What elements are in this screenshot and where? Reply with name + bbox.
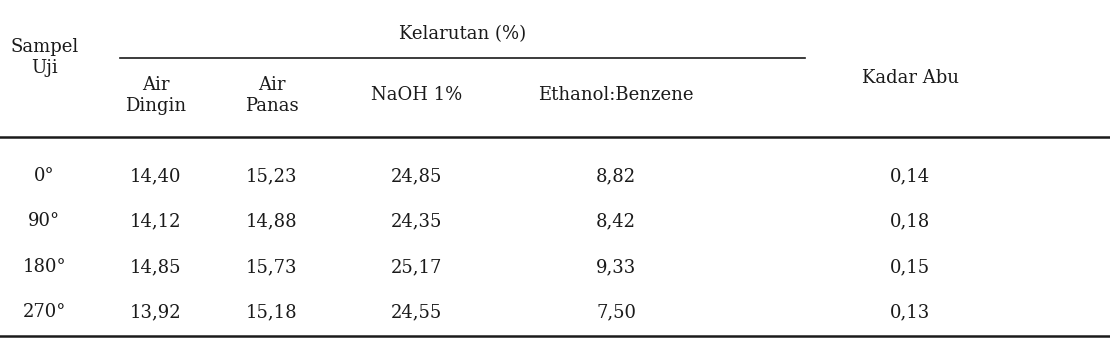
Text: 180°: 180° <box>22 258 67 276</box>
Text: 0,18: 0,18 <box>890 212 930 230</box>
Text: 15,73: 15,73 <box>246 258 297 276</box>
Text: 8,42: 8,42 <box>596 212 636 230</box>
Text: 7,50: 7,50 <box>596 303 636 321</box>
Text: NaOH 1%: NaOH 1% <box>371 86 462 104</box>
Text: Air
Panas: Air Panas <box>245 76 299 115</box>
Text: 15,18: 15,18 <box>246 303 297 321</box>
Text: 14,88: 14,88 <box>246 212 297 230</box>
Text: 24,55: 24,55 <box>391 303 442 321</box>
Text: Sampel
Uji: Sampel Uji <box>10 38 79 77</box>
Text: 13,92: 13,92 <box>130 303 181 321</box>
Text: 14,85: 14,85 <box>130 258 181 276</box>
Text: 24,85: 24,85 <box>391 167 442 185</box>
Text: 8,82: 8,82 <box>596 167 636 185</box>
Text: 270°: 270° <box>22 303 67 321</box>
Text: Kadar Abu: Kadar Abu <box>861 69 959 87</box>
Text: Ethanol:Benzene: Ethanol:Benzene <box>538 86 694 104</box>
Text: 24,35: 24,35 <box>391 212 442 230</box>
Text: 14,12: 14,12 <box>130 212 181 230</box>
Text: 0,14: 0,14 <box>890 167 930 185</box>
Text: Kelarutan (%): Kelarutan (%) <box>398 25 526 43</box>
Text: 0,15: 0,15 <box>890 258 930 276</box>
Text: 0,13: 0,13 <box>890 303 930 321</box>
Text: 14,40: 14,40 <box>130 167 181 185</box>
Text: Air
Dingin: Air Dingin <box>124 76 186 115</box>
Text: 25,17: 25,17 <box>391 258 442 276</box>
Text: 0°: 0° <box>34 167 54 185</box>
Text: 9,33: 9,33 <box>596 258 636 276</box>
Text: 15,23: 15,23 <box>246 167 297 185</box>
Text: 90°: 90° <box>29 212 60 230</box>
